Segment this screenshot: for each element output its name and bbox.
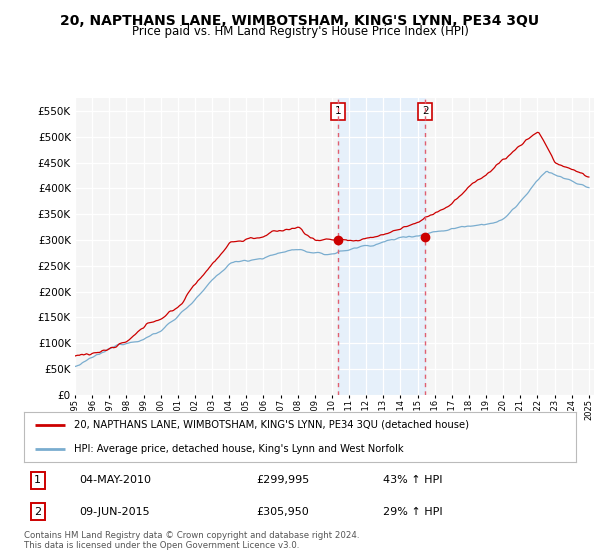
Text: 29% ↑ HPI: 29% ↑ HPI [383,507,442,517]
Text: 2: 2 [422,106,428,116]
Text: 04-MAY-2010: 04-MAY-2010 [79,475,151,486]
Text: 09-JUN-2015: 09-JUN-2015 [79,507,150,517]
Text: Contains HM Land Registry data © Crown copyright and database right 2024.
This d: Contains HM Land Registry data © Crown c… [24,531,359,550]
Text: £299,995: £299,995 [256,475,309,486]
Text: 20, NAPTHANS LANE, WIMBOTSHAM, KING'S LYNN, PE34 3QU: 20, NAPTHANS LANE, WIMBOTSHAM, KING'S LY… [61,14,539,28]
Text: HPI: Average price, detached house, King's Lynn and West Norfolk: HPI: Average price, detached house, King… [74,444,403,454]
Bar [338,98,425,395]
Text: 43% ↑ HPI: 43% ↑ HPI [383,475,442,486]
Text: 2: 2 [34,507,41,517]
Text: Price paid vs. HM Land Registry's House Price Index (HPI): Price paid vs. HM Land Registry's House … [131,25,469,38]
Text: 1: 1 [34,475,41,486]
Text: £305,950: £305,950 [256,507,308,517]
Text: 1: 1 [335,106,341,116]
Text: 20, NAPTHANS LANE, WIMBOTSHAM, KING'S LYNN, PE34 3QU (detached house): 20, NAPTHANS LANE, WIMBOTSHAM, KING'S LY… [74,419,469,430]
